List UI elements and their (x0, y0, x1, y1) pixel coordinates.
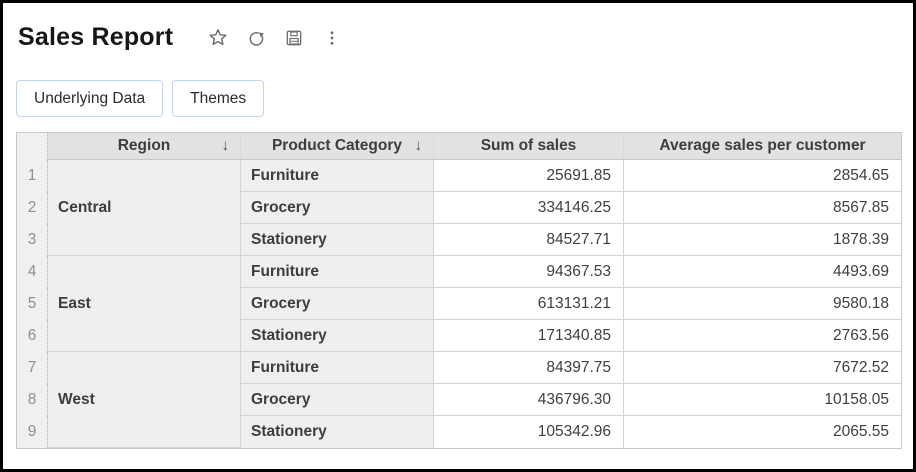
page-title: Sales Report (18, 23, 174, 51)
row-number: 3 (17, 224, 48, 256)
region-cell[interactable]: East (48, 256, 241, 352)
region-cell[interactable]: West (48, 352, 241, 448)
table-row: 6 Stationery 171340.85 2763.56 (17, 320, 901, 352)
column-label: Average sales per customer (659, 137, 866, 154)
report-header: Sales Report (16, 19, 900, 55)
row-number: 1 (17, 160, 48, 192)
sum-of-sales-cell[interactable]: 25691.85 (434, 160, 624, 192)
row-number: 7 (17, 352, 48, 384)
table-corner-cell (17, 133, 48, 160)
avg-sales-cell[interactable]: 1878.39 (624, 224, 901, 256)
underlying-data-button[interactable]: Underlying Data (16, 80, 164, 117)
category-cell[interactable]: Furniture (241, 160, 434, 192)
favorite-star-icon[interactable] (207, 27, 229, 49)
sort-descending-icon[interactable]: ↓ (414, 137, 423, 155)
row-number: 9 (17, 416, 48, 448)
sum-of-sales-cell[interactable]: 613131.21 (434, 288, 624, 320)
sum-of-sales-cell[interactable]: 94367.53 (434, 256, 624, 288)
column-label: Product Category (271, 137, 403, 154)
category-cell[interactable]: Grocery (241, 288, 434, 320)
refresh-icon[interactable] (245, 27, 267, 49)
sum-of-sales-cell[interactable]: 334146.25 (434, 192, 624, 224)
table-row: 2 Grocery 334146.25 8567.85 (17, 192, 901, 224)
table-header-row: Region ↓ Product Category ↓ Sum of sales… (17, 133, 901, 160)
sum-of-sales-cell[interactable]: 436796.30 (434, 384, 624, 416)
avg-sales-cell[interactable]: 9580.18 (624, 288, 901, 320)
table-row: 1 Central Furniture 25691.85 2854.65 (17, 160, 901, 256)
sum-of-sales-cell[interactable]: 105342.96 (434, 416, 624, 448)
row-number: 4 (17, 256, 48, 288)
avg-sales-cell[interactable]: 2763.56 (624, 320, 901, 352)
sum-of-sales-cell[interactable]: 84397.75 (434, 352, 624, 384)
category-cell[interactable]: Grocery (241, 192, 434, 224)
column-label: Region (117, 137, 171, 154)
avg-sales-cell[interactable]: 2854.65 (624, 160, 901, 192)
table-row: 5 Grocery 613131.21 9580.18 (17, 288, 901, 320)
table-row: 3 Stationery 84527.71 1878.39 (17, 224, 901, 256)
column-header-product-category[interactable]: Product Category ↓ (241, 133, 434, 160)
category-cell[interactable]: Furniture (241, 256, 434, 288)
table-row: 4 East Furniture 94367.53 4493.69 (17, 256, 901, 352)
region-cell[interactable]: Central (48, 160, 241, 256)
row-number: 5 (17, 288, 48, 320)
column-label: Sum of sales (480, 137, 577, 154)
avg-sales-cell[interactable]: 10158.05 (624, 384, 901, 416)
title-action-icons (207, 27, 343, 49)
category-cell[interactable]: Stationery (241, 224, 434, 256)
more-options-icon[interactable] (321, 27, 343, 49)
category-cell[interactable]: Furniture (241, 352, 434, 384)
sort-descending-icon[interactable]: ↓ (221, 137, 230, 155)
themes-button[interactable]: Themes (172, 80, 265, 117)
category-cell[interactable]: Stationery (241, 320, 434, 352)
row-number: 6 (17, 320, 48, 352)
avg-sales-cell[interactable]: 4493.69 (624, 256, 901, 288)
sum-of-sales-cell[interactable]: 84527.71 (434, 224, 624, 256)
category-cell[interactable]: Grocery (241, 384, 434, 416)
column-header-average-sales[interactable]: Average sales per customer (624, 133, 901, 160)
table-row: 7 West Furniture 84397.75 7672.52 (17, 352, 901, 448)
view-toolbar: Underlying Data Themes (16, 80, 900, 117)
column-header-region[interactable]: Region ↓ (48, 133, 241, 160)
sum-of-sales-cell[interactable]: 171340.85 (434, 320, 624, 352)
column-header-sum-of-sales[interactable]: Sum of sales (434, 133, 624, 160)
avg-sales-cell[interactable]: 7672.52 (624, 352, 901, 384)
table-row: 8 Grocery 436796.30 10158.05 (17, 384, 901, 416)
row-number: 2 (17, 192, 48, 224)
category-cell[interactable]: Stationery (241, 416, 434, 448)
table-row: 9 Stationery 105342.96 2065.55 (17, 416, 901, 448)
sales-pivot-table: Region ↓ Product Category ↓ Sum of sales… (16, 132, 902, 449)
avg-sales-cell[interactable]: 8567.85 (624, 192, 901, 224)
save-icon[interactable] (283, 27, 305, 49)
row-number: 8 (17, 384, 48, 416)
avg-sales-cell[interactable]: 2065.55 (624, 416, 901, 448)
